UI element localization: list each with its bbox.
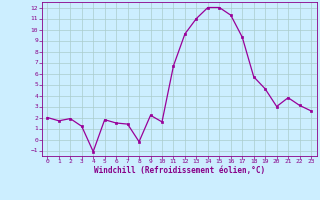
X-axis label: Windchill (Refroidissement éolien,°C): Windchill (Refroidissement éolien,°C)	[94, 166, 265, 175]
